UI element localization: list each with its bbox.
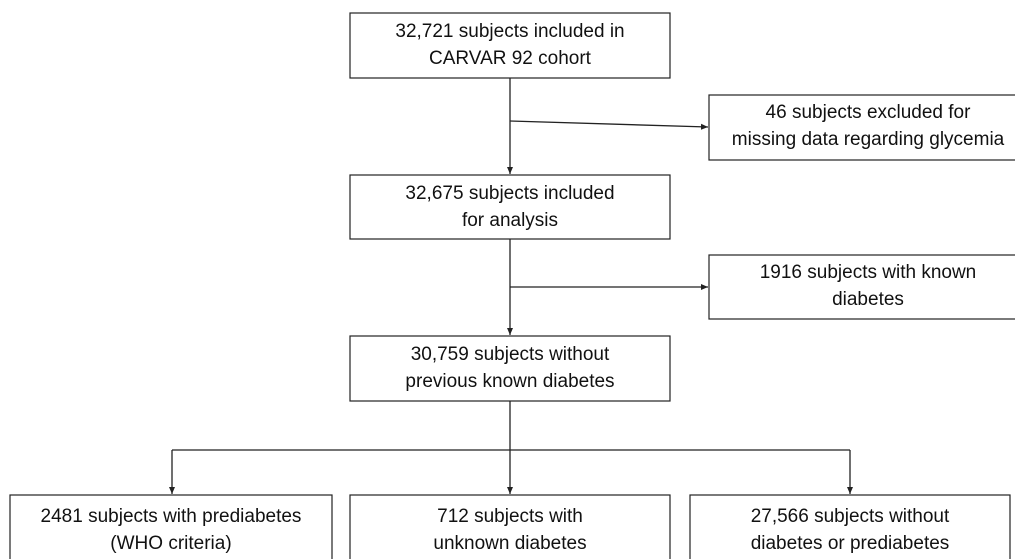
node-box [349, 174, 671, 240]
node-label: for analysis [462, 210, 558, 231]
node-label: 27,566 subjects without [751, 506, 950, 527]
node-label: unknown diabetes [433, 533, 586, 554]
node-box [708, 254, 1015, 320]
node-label: 32,675 subjects included [405, 183, 614, 204]
node-box [349, 494, 671, 559]
node-box [349, 335, 671, 402]
node-label: 46 subjects excluded for [766, 102, 972, 123]
node-label: previous known diabetes [405, 371, 614, 392]
connector [509, 120, 709, 130]
node-label: CARVAR 92 cohort [429, 48, 592, 69]
node-label: 1916 subjects with known [760, 262, 977, 283]
node-box [9, 494, 333, 559]
node-box [349, 12, 671, 79]
node-label: 30,759 subjects without [411, 344, 610, 365]
node-label: 32,721 subjects included in [395, 21, 624, 42]
node-label: (WHO criteria) [110, 533, 231, 554]
node-label: 712 subjects with [437, 506, 583, 527]
node-label: diabetes or prediabetes [751, 533, 950, 554]
node-label: missing data regarding glycemia [732, 129, 1005, 150]
node-label: 2481 subjects with prediabetes [41, 506, 302, 527]
node-box [689, 494, 1011, 559]
node-label: diabetes [832, 289, 904, 310]
node-box [708, 94, 1015, 161]
